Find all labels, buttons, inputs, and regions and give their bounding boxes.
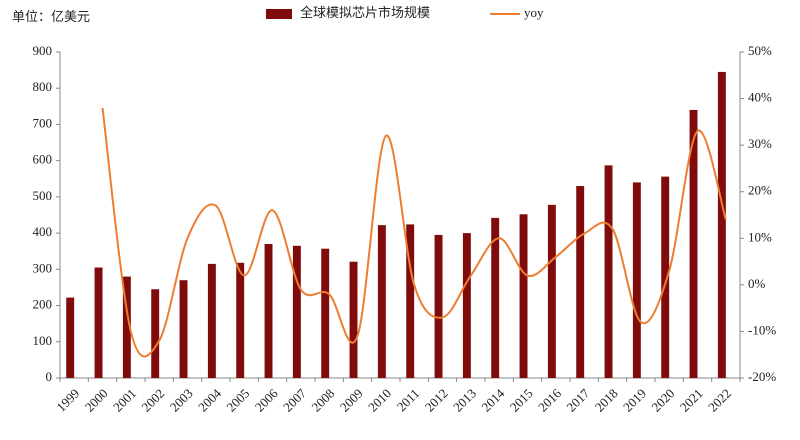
y2-tick-label: 20% — [748, 183, 772, 198]
x-tick-label: 2000 — [82, 386, 111, 415]
x-tick-label: 2011 — [394, 386, 423, 415]
y-tick-label: 600 — [33, 152, 53, 167]
line — [101, 107, 727, 358]
y-axis-label: 单位：亿美元 — [12, 9, 90, 24]
x-tick-label: 2009 — [337, 386, 366, 415]
x-tick-label: 2004 — [195, 385, 224, 414]
x-tick-label: 2020 — [648, 386, 677, 415]
bar — [292, 245, 301, 378]
x-tick-label: 2010 — [365, 386, 394, 415]
x-tick-label: 2014 — [478, 385, 507, 414]
x-tick-label: 2022 — [705, 386, 734, 415]
x-tick-label: 2015 — [507, 386, 536, 415]
x-tick-label: 2013 — [450, 386, 479, 415]
bar — [94, 267, 103, 378]
bar — [632, 182, 641, 378]
bar — [661, 176, 670, 378]
x-tick-label: 2017 — [563, 385, 592, 414]
y-tick-label: 200 — [33, 297, 53, 312]
bar — [179, 280, 188, 378]
y-tick-label: 500 — [33, 188, 53, 203]
x-tick-label: 2006 — [252, 385, 281, 414]
x-tick-label: 2002 — [138, 386, 167, 415]
y2-tick-label: 10% — [748, 229, 772, 244]
bar — [717, 71, 726, 378]
bar — [434, 234, 443, 378]
bar — [576, 186, 585, 378]
x-tick-label: 1999 — [53, 386, 82, 415]
y2-tick-label: 0% — [748, 276, 766, 291]
y-tick-label: 0 — [46, 369, 53, 384]
bar — [689, 109, 698, 378]
bar — [491, 217, 500, 378]
x-tick-label: 2016 — [535, 385, 564, 414]
y-tick-label: 900 — [33, 43, 53, 58]
bar — [321, 248, 330, 378]
y-tick-label: 700 — [33, 115, 53, 130]
x-tick-label: 2003 — [167, 386, 196, 415]
bar — [66, 297, 75, 378]
bar — [207, 263, 216, 378]
y2-tick-label: -20% — [748, 369, 776, 384]
bar — [349, 261, 358, 378]
bar — [406, 224, 415, 378]
y2-tick-label: 50% — [748, 43, 772, 58]
bar — [519, 214, 528, 378]
bar — [604, 165, 613, 378]
y2-tick-label: 40% — [748, 90, 772, 105]
legend-swatch — [266, 9, 292, 19]
legend-label: 全球模拟芯片市场规模 — [300, 5, 430, 20]
bar — [236, 262, 245, 378]
y-tick-label: 400 — [33, 224, 53, 239]
y2-tick-label: -10% — [748, 322, 776, 337]
bar — [151, 289, 160, 378]
x-tick-label: 2012 — [422, 386, 451, 415]
bar — [264, 243, 273, 378]
bar — [377, 225, 386, 378]
x-tick-label: 2021 — [677, 386, 706, 415]
x-tick-label: 2005 — [223, 386, 252, 415]
x-tick-label: 2008 — [308, 386, 337, 415]
x-tick-label: 2007 — [280, 385, 309, 414]
bar — [547, 204, 556, 378]
x-tick-label: 2019 — [620, 386, 649, 415]
y2-tick-label: 30% — [748, 136, 772, 151]
bar — [462, 233, 471, 378]
bar — [122, 276, 131, 378]
legend-label: yoy — [524, 5, 544, 20]
y-tick-label: 800 — [33, 79, 53, 94]
y-tick-label: 100 — [33, 333, 53, 348]
x-tick-label: 2018 — [592, 386, 621, 415]
x-tick-label: 2001 — [110, 386, 139, 415]
y-tick-label: 300 — [33, 260, 53, 275]
